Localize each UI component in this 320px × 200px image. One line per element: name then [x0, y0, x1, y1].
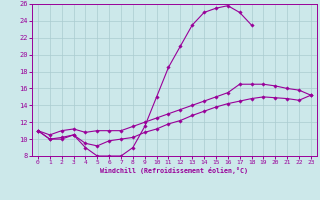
X-axis label: Windchill (Refroidissement éolien,°C): Windchill (Refroidissement éolien,°C)	[100, 167, 248, 174]
